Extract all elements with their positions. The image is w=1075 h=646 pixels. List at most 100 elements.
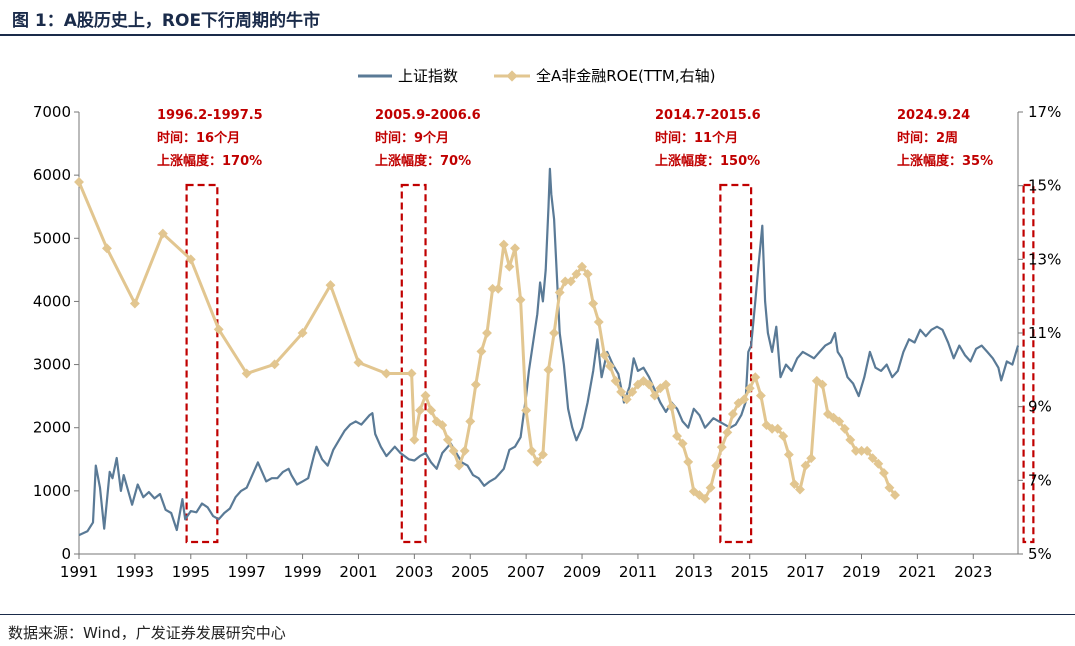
roe-data-point (795, 484, 805, 495)
y-right-tick-label: 15% (1028, 177, 1061, 195)
roe-data-point (767, 423, 778, 434)
roe-data-point (582, 269, 593, 280)
x-tick-label: 2015 (731, 563, 769, 581)
roe-data-point (878, 467, 889, 478)
roe-data-point (722, 427, 733, 438)
y-left-tick-label: 7000 (33, 103, 71, 121)
roe-data-point (666, 401, 677, 412)
annotation-duration: 时间：9个月 (375, 130, 449, 146)
roe-data-point (325, 280, 336, 291)
y-right-tick-label: 7% (1028, 471, 1052, 489)
roe-data-point (845, 434, 856, 445)
roe-data-point (213, 324, 224, 335)
y-right-tick-label: 5% (1028, 545, 1052, 563)
roe-data-point (426, 405, 437, 416)
x-tick-label: 2001 (339, 563, 377, 581)
bull-market-highlight-box (1022, 183, 1035, 544)
roe-data-point (789, 479, 800, 489)
legend-roe-marker (506, 70, 518, 82)
roe-data-point (560, 276, 571, 287)
roe-data-point (862, 445, 873, 456)
roe-data-point (839, 423, 850, 434)
roe-data-point (241, 368, 252, 379)
y-right-tick-label: 17% (1028, 103, 1061, 121)
y-right-tick-label: 13% (1028, 250, 1061, 268)
annotation-gain: 上涨幅度：170% (157, 153, 262, 169)
roe-data-point (571, 269, 582, 280)
legend: 上证指数 全A非金融ROE(TTM,右轴) (358, 67, 715, 85)
legend-index-label: 上证指数 (398, 67, 458, 85)
roe-data-point (406, 368, 417, 379)
roe-data-point (515, 294, 526, 305)
roe-data-point (532, 456, 543, 467)
figure-title: 图 1：A股历史上，ROE下行周期的牛市 (12, 11, 321, 31)
roe-data-point (716, 442, 727, 453)
x-tick-label: 1993 (116, 563, 154, 581)
annotation-period: 1996.2-1997.5 (157, 108, 263, 123)
roe-data-point (727, 409, 738, 420)
x-tick-label: 2007 (507, 563, 545, 581)
roe-data-point (459, 445, 470, 456)
roe-data-point (420, 390, 431, 401)
roe-data-point (448, 445, 459, 456)
roe-data-point (588, 298, 599, 309)
roe-data-point (442, 434, 453, 445)
roe-data-point (677, 438, 688, 449)
x-tick-label: 2017 (787, 563, 825, 581)
x-tick-label: 2023 (954, 563, 992, 581)
roe-data-point (660, 379, 671, 390)
bull-market-highlight-box (185, 183, 219, 544)
x-tick-label: 2011 (619, 563, 657, 581)
annotation-duration: 时间：2周 (897, 130, 958, 146)
roe-data-point (672, 431, 682, 442)
roe-data-point (476, 346, 487, 357)
roe-data-point (683, 456, 694, 467)
x-tick-label: 1999 (283, 563, 321, 581)
data-source: 数据来源：Wind，广发证券发展研究中心 (8, 624, 286, 642)
x-tick-label: 2021 (898, 563, 936, 581)
roe-data-point (504, 261, 515, 272)
roe-data-point (185, 254, 196, 265)
annotation-period: 2024.9.24 (897, 108, 970, 123)
roe-data-point (470, 379, 481, 390)
roe-data-point (549, 328, 560, 338)
roe-data-point (437, 420, 448, 431)
roe-data-point (543, 364, 554, 375)
roe-data-point (415, 405, 425, 416)
roe-data-point (353, 357, 364, 368)
roe-data-point (381, 368, 392, 379)
annotation-duration: 时间：11个月 (655, 130, 738, 146)
roe-data-point (510, 243, 520, 254)
roe-data-point (554, 287, 565, 298)
series-lines (74, 167, 1020, 537)
roe-data-point (884, 482, 895, 493)
x-tick-label: 2013 (675, 563, 713, 581)
roe-data-point (867, 453, 878, 464)
roe-data-point (74, 177, 84, 187)
series-line-index (78, 167, 1020, 537)
highlight-boxes (185, 183, 1035, 544)
annotation-period: 2005.9-2006.6 (375, 108, 481, 123)
roe-data-point (487, 283, 498, 294)
x-tick-label: 2019 (842, 563, 880, 581)
annotation-period: 2014.7-2015.6 (655, 108, 761, 123)
roe-data-point (783, 449, 794, 460)
y-left-tick-label: 0 (61, 545, 71, 563)
roe-data-point (616, 386, 627, 397)
source-rule (0, 614, 1075, 615)
bull-market-highlight-box (719, 183, 753, 544)
roe-data-point (750, 372, 761, 383)
axis-ticks: 1991 1993 1995 1997 1999 2001 2003 2005 2007 2009… (33, 103, 1062, 581)
title-rule (0, 34, 1075, 36)
x-tick-label: 1991 (60, 563, 98, 581)
y-left-tick-label: 1000 (33, 482, 71, 500)
series-line-roe (77, 181, 897, 501)
bull-market-highlight-box (400, 183, 427, 544)
y-left-tick-label: 2000 (33, 419, 71, 437)
roe-data-point (744, 383, 755, 394)
annotation-gain: 上涨幅度：150% (655, 153, 760, 169)
roe-data-point (605, 361, 615, 372)
roe-data-point (711, 460, 722, 471)
